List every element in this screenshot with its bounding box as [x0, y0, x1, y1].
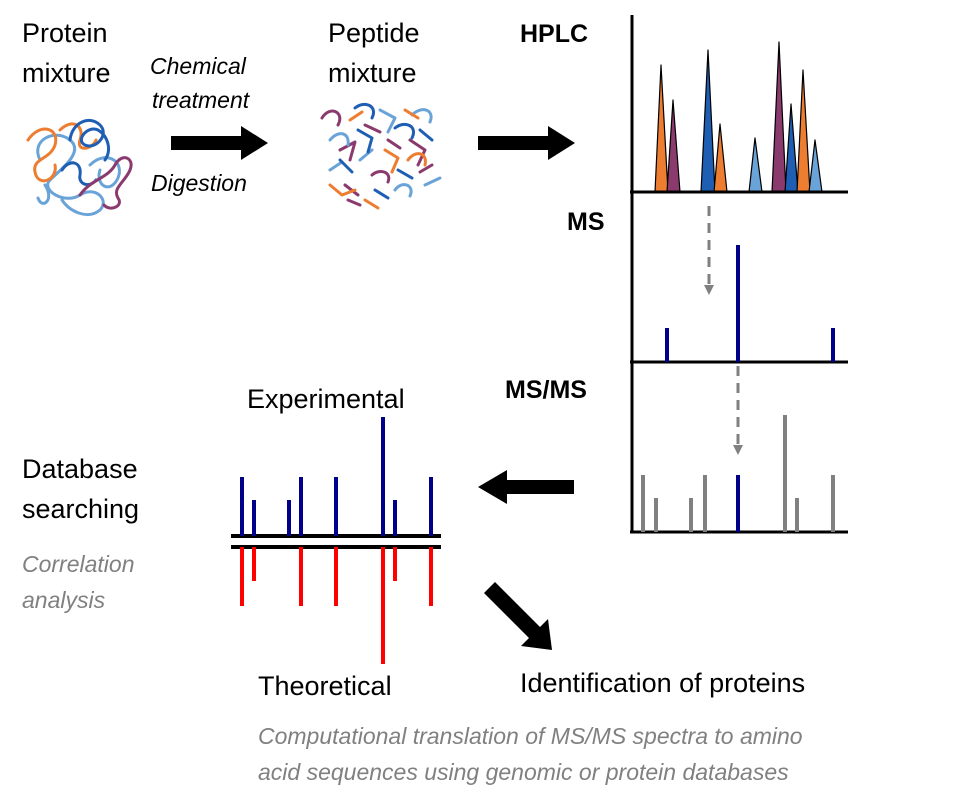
hplc-peak-4 — [713, 123, 728, 193]
database-searching-line-1: Database — [22, 454, 138, 484]
experimental-peaks — [240, 417, 433, 536]
theoretical-peaks — [240, 547, 433, 664]
protein-mixture-line-2: mixture — [22, 58, 111, 88]
footnote: Computational translation of MS/MS spect… — [258, 723, 809, 785]
hplc-peak-6 — [771, 41, 787, 193]
correlation-analysis-line-1: Correlation — [22, 551, 135, 577]
theoretical-label: Theoretical — [258, 671, 392, 701]
hplc-peak-9 — [808, 139, 823, 193]
arrow-to-database-icon — [478, 470, 574, 504]
hplc-peak-8 — [796, 69, 811, 193]
arrow-to-peptide-icon — [171, 126, 268, 160]
correlation-analysis-line-2: analysis — [22, 587, 106, 613]
ms-label: MS — [567, 208, 605, 236]
msms-label: MS/MS — [505, 376, 587, 404]
protein-mixture-label: Protein mixture — [22, 18, 115, 88]
hplc-peak-3 — [700, 49, 716, 193]
hplc-chromatogram — [654, 41, 823, 193]
arrow-to-hplc-icon — [478, 126, 575, 160]
database-searching-label: Database searching — [22, 454, 145, 524]
msms-spectrum — [641, 415, 835, 532]
protein-mixture-line-1: Protein — [22, 18, 108, 48]
hplc-peak-1 — [654, 64, 669, 193]
protein-tangle-icon — [26, 119, 133, 216]
footnote-line-1: Computational translation of MS/MS spect… — [258, 723, 803, 749]
peptide-mixture-label: Peptide mixture — [328, 18, 427, 88]
identification-label: Identification of proteins — [520, 668, 805, 698]
chemical-treatment-line-2: treatment — [152, 87, 251, 113]
arrow-to-identification-icon — [484, 582, 552, 650]
hplc-peak-5 — [748, 137, 763, 193]
chemical-treatment-line-1: Chemical — [150, 53, 247, 79]
footnote-line-2: acid sequences using genomic or protein … — [258, 759, 789, 785]
comparison-spectrum — [231, 417, 441, 664]
hplc-peak-2 — [666, 99, 681, 193]
experimental-label: Experimental — [247, 384, 405, 414]
peptide-mixture-line-2: mixture — [328, 58, 417, 88]
peptide-mixture-line-1: Peptide — [328, 18, 420, 48]
digestion-label: Digestion — [151, 170, 247, 196]
database-searching-line-2: searching — [22, 494, 139, 524]
correlation-analysis-label: Correlation analysis — [22, 551, 141, 613]
peptide-tangle-icon — [320, 102, 442, 210]
chemical-treatment-label: Chemical treatment — [150, 53, 252, 113]
hplc-label: HPLC — [520, 20, 588, 48]
ms-spectrum — [665, 245, 835, 362]
hplc-peak-7 — [784, 103, 799, 193]
